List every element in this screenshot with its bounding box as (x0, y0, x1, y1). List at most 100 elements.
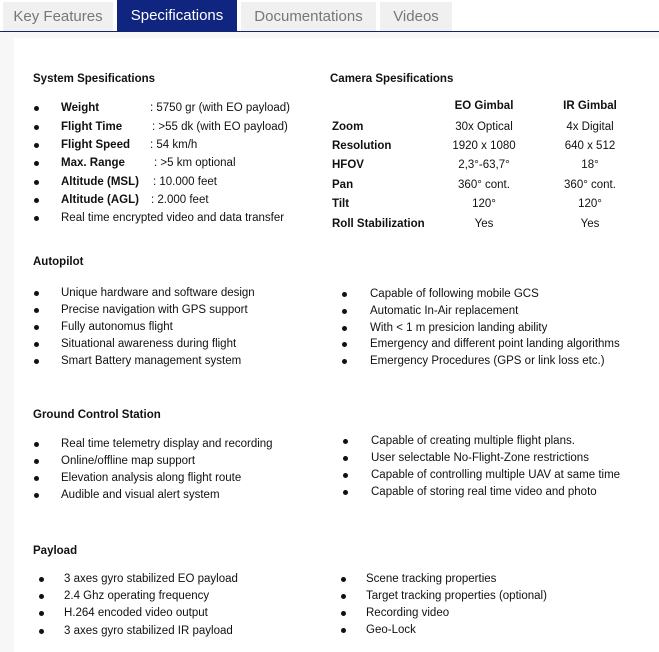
camera-ir-value: Yes (580, 218, 600, 230)
list-item: Unique hardware and software design (61, 287, 255, 299)
column-header-ir: IR Gimbal (563, 100, 617, 112)
bullet-icon (343, 439, 348, 444)
camera-eo-value: 360° cont. (458, 179, 510, 191)
spec-value: : 54 km/h (150, 139, 198, 151)
camera-ir-value: 360° cont. (564, 179, 616, 191)
spec-value: : >5 km optional (154, 157, 236, 169)
camera-ir-value: 120° (578, 198, 602, 210)
camera-row-label: Resolution (332, 140, 392, 152)
bullet-icon (342, 292, 347, 297)
bullet-icon (343, 473, 348, 478)
bullet-icon (34, 198, 39, 203)
camera-eo-value: 1920 x 1080 (452, 140, 516, 152)
bullet-icon (34, 342, 39, 347)
bullet-icon (34, 216, 39, 221)
camera-ir-value: 18° (581, 159, 599, 171)
spec-label: Max. Range (61, 157, 125, 169)
list-item: Scene tracking properties (366, 573, 497, 585)
camera-row-label: HFOV (332, 159, 364, 171)
camera-eo-value: Yes (474, 218, 494, 230)
spec-value: : 2.000 feet (151, 194, 209, 206)
camera-eo-value: 2,3°-63,7° (458, 159, 510, 171)
bullet-icon (343, 456, 348, 461)
bullet-icon (34, 180, 39, 185)
bullet-icon (39, 594, 44, 599)
list-item: Target tracking properties (optional) (366, 590, 547, 602)
section-title-gcs: Ground Control Station (33, 409, 161, 421)
bullet-icon (34, 161, 39, 166)
list-item: Online/offline map support (61, 455, 196, 467)
list-item: Automatic In-Air replacement (370, 305, 519, 317)
bullet-icon (34, 493, 39, 498)
list-item: With < 1 m presicion landing ability (370, 322, 548, 334)
bullet-icon (34, 308, 39, 313)
list-item: Fully autonomus flight (61, 321, 173, 333)
bullet-icon (341, 577, 346, 582)
bullet-icon (39, 611, 44, 616)
section-title-camera: Camera Spesifications (330, 73, 454, 85)
list-item: Real time telemetry display and recordin… (61, 438, 273, 450)
camera-row-label: Zoom (332, 121, 364, 133)
camera-row-label: Roll Stabilization (332, 218, 425, 230)
bullet-icon (341, 594, 346, 599)
section-title-system: System Spesifications (33, 73, 156, 85)
camera-eo-value: 120° (472, 198, 496, 210)
tab-bar: Key Features Specifications Documentatio… (0, 0, 659, 32)
bullet-icon (341, 628, 346, 633)
bullet-icon (342, 326, 347, 331)
list-item: Emergency Procedures (GPS or link loss e… (370, 355, 605, 367)
bullet-icon (39, 629, 44, 634)
list-item: Emergency and different point landing al… (370, 338, 620, 350)
bullet-icon (342, 342, 347, 347)
bullet-icon (342, 359, 347, 364)
tab-videos[interactable]: Videos (380, 2, 452, 31)
list-item: H.264 encoded video output (64, 607, 208, 619)
spec-label: Flight Speed (61, 139, 130, 151)
camera-ir-value: 640 x 512 (564, 140, 616, 152)
bullet-icon (34, 359, 39, 364)
tab-specifications[interactable]: Specifications (117, 0, 237, 31)
list-item: Capable of controlling multiple UAV at s… (371, 469, 621, 481)
section-title-payload: Payload (33, 545, 78, 557)
bullet-icon (343, 490, 348, 495)
bullet-icon (34, 459, 39, 464)
list-item: Capable of creating multiple flight plan… (371, 435, 575, 447)
list-item: 3 axes gyro stabilized IR payload (64, 625, 233, 637)
list-item: 2.4 Ghz operating frequency (64, 590, 210, 602)
bullet-icon (34, 143, 39, 148)
bullet-icon (34, 442, 39, 447)
column-header-eo: EO Gimbal (454, 100, 514, 112)
bullet-icon (34, 106, 39, 111)
bullet-icon (341, 611, 346, 616)
bullet-icon (34, 125, 39, 130)
list-item: Elevation analysis along flight route (61, 472, 242, 484)
spec-label: Flight Time (61, 121, 123, 133)
spec-label: Weight (61, 102, 100, 114)
camera-ir-value: 4x Digital (566, 121, 614, 133)
bullet-icon (34, 476, 39, 481)
list-item: Real time encrypted video and data trans… (61, 212, 285, 224)
list-item: Smart Battery management system (61, 355, 242, 367)
tab-key-features[interactable]: Key Features (3, 2, 113, 31)
tab-documentations[interactable]: Documentations (241, 2, 376, 31)
spec-value: : 5750 gr (with EO payload) (150, 102, 290, 114)
spec-value: : 10.000 feet (153, 176, 217, 188)
list-item: 3 axes gyro stabilized EO payload (64, 573, 238, 585)
bullet-icon (39, 577, 44, 582)
spec-label: Altitude (MSL) (61, 176, 139, 188)
list-item: User selectable No-Flight-Zone restricti… (371, 452, 589, 464)
bullet-icon (34, 325, 39, 330)
camera-row-label: Tilt (332, 198, 350, 210)
camera-eo-value: 30x Optical (455, 121, 513, 133)
spec-value: : >55 dk (with EO payload) (152, 121, 288, 133)
bullet-icon (342, 309, 347, 314)
list-item: Precise navigation with GPS support (61, 304, 248, 316)
list-item: Audible and visual alert system (61, 489, 220, 501)
list-item: Capable of storing real time video and p… (371, 486, 597, 498)
specifications-content (14, 38, 659, 652)
list-item: Capable of following mobile GCS (370, 288, 539, 300)
camera-row-label: Pan (332, 179, 354, 191)
list-item: Geo-Lock (366, 624, 416, 636)
spec-label: Altitude (AGL) (61, 194, 139, 206)
section-title-autopilot: Autopilot (33, 256, 84, 268)
